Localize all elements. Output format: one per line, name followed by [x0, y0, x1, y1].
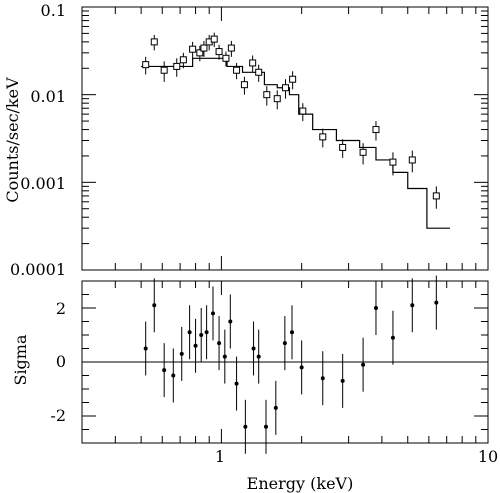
data-point: [432, 192, 440, 200]
residuals-panel: [81, 275, 489, 454]
data-point: [289, 75, 297, 83]
residual-point: [234, 381, 239, 386]
data-point: [249, 59, 257, 67]
residual-point: [320, 376, 325, 381]
residual-point: [143, 346, 148, 351]
data-point: [389, 158, 397, 166]
data-point: [222, 54, 230, 62]
data-point: [359, 148, 367, 156]
residual-point: [222, 354, 227, 359]
data-point: [196, 49, 204, 57]
residual-point: [434, 300, 439, 305]
residual-point: [204, 330, 209, 335]
residual-point: [199, 333, 204, 337]
residual-point: [187, 330, 192, 335]
data-point: [263, 91, 271, 99]
data-point: [319, 133, 327, 141]
residual-point: [210, 311, 215, 316]
residual-point: [340, 378, 345, 383]
residual-point: [373, 306, 378, 310]
data-point: [240, 81, 248, 89]
residual-point: [217, 341, 222, 346]
residual-point: [290, 330, 295, 335]
y-tick-label-0.0001: 0.0001: [10, 260, 66, 279]
spectrum-panel: [81, 6, 489, 271]
data-point: [215, 48, 223, 56]
residual-point: [264, 424, 269, 429]
data-point: [227, 44, 235, 52]
data-point: [179, 56, 187, 64]
residual-point: [256, 354, 261, 359]
data-point: [189, 45, 197, 53]
residual-point: [282, 341, 287, 346]
data-point: [339, 143, 347, 151]
data-point: [150, 38, 158, 46]
spectrum-frame: [81, 6, 489, 271]
data-point: [173, 62, 181, 70]
data-point: [273, 95, 281, 103]
y-tick-label-0.1: 0.1: [41, 1, 66, 20]
residual-point: [243, 424, 248, 429]
sigma-tick-label-0: 0: [56, 352, 66, 371]
x-tick-label-1: 1: [215, 447, 225, 466]
y-axis-title-counts: Counts/sec/keV: [3, 77, 22, 203]
data-point: [255, 68, 263, 76]
data-point: [408, 156, 416, 164]
residual-point: [179, 351, 184, 356]
y-axis-title-sigma: Sigma: [11, 334, 30, 385]
sigma-tick-label-2: 2: [56, 299, 66, 318]
residual-point: [273, 405, 278, 410]
x-axis-title: Energy (keV): [247, 474, 354, 493]
residual-point: [152, 303, 157, 308]
model-step-line: [141, 57, 450, 229]
data-point: [200, 44, 208, 52]
sigma-tick-label-neg2: -2: [50, 406, 66, 425]
residual-point: [162, 368, 167, 373]
y-tick-label-0.01: 0.01: [30, 87, 66, 106]
data-point: [372, 126, 380, 134]
residual-point: [299, 365, 304, 370]
residual-point: [228, 319, 233, 324]
residual-point: [390, 335, 395, 340]
residual-point: [193, 343, 198, 348]
data-point: [160, 66, 168, 74]
data-point: [142, 61, 150, 69]
residual-point: [410, 303, 415, 308]
residual-point: [361, 362, 366, 367]
residual-point: [251, 346, 256, 351]
data-point: [210, 35, 218, 43]
data-point: [233, 66, 241, 74]
y-tick-label-0.001: 0.001: [20, 174, 66, 193]
data-point: [282, 84, 290, 92]
x-tick-label-10: 10: [478, 447, 498, 466]
residual-point: [171, 373, 176, 378]
data-point: [299, 107, 307, 115]
